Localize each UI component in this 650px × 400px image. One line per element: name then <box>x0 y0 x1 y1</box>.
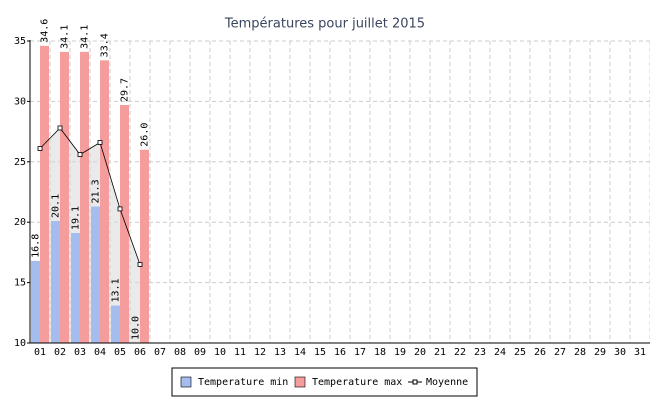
legend-label: Moyenne <box>426 377 468 388</box>
data-label: 29.7 <box>120 78 131 102</box>
bar <box>51 220 60 343</box>
data-label: 33.4 <box>100 33 111 57</box>
data-label: 34.6 <box>40 19 51 43</box>
data-label: 13.1 <box>111 278 122 302</box>
x-tick-label: 05 <box>114 347 126 358</box>
x-tick-label: 13 <box>274 347 286 358</box>
x-tick-label: 10 <box>214 347 226 358</box>
x-tick-label: 31 <box>634 347 646 358</box>
legend-label: Temperature max <box>312 377 402 388</box>
line-marker <box>117 206 123 212</box>
x-tick-label: 14 <box>294 347 306 358</box>
x-tick-label: 30 <box>614 347 626 358</box>
bar <box>71 233 80 343</box>
y-tick-label: 15 <box>14 278 26 289</box>
line-marker <box>77 152 83 157</box>
line-marker <box>37 146 43 151</box>
x-tick-label: 28 <box>574 347 586 358</box>
x-tick-label: 22 <box>454 347 466 358</box>
x-tick-label: 26 <box>534 347 546 358</box>
legend-marker <box>412 379 418 385</box>
y-tick-label: 20 <box>14 217 26 228</box>
x-tick-label: 03 <box>74 347 86 358</box>
x-tick-label: 21 <box>434 347 446 358</box>
line-marker <box>97 140 103 145</box>
bar <box>31 260 40 343</box>
x-tick-label: 27 <box>554 347 566 358</box>
x-tick-label: 08 <box>174 347 186 358</box>
data-label: 20.1 <box>51 194 62 218</box>
bar <box>120 105 129 343</box>
y-tick-label: 35 <box>14 36 26 47</box>
legend: Temperature min Temperature max Moyenne <box>171 367 478 397</box>
x-tick-label: 06 <box>134 347 146 358</box>
x-tick-label: 16 <box>334 347 346 358</box>
x-tick-label: 29 <box>594 347 606 358</box>
x-tick-label: 04 <box>94 347 106 358</box>
x-tick-label: 17 <box>354 347 366 358</box>
bar <box>60 51 69 343</box>
x-tick-label: 19 <box>394 347 406 358</box>
bar <box>91 206 100 343</box>
data-label: 26.0 <box>140 123 151 147</box>
bar <box>40 45 49 343</box>
line-marker <box>57 125 63 131</box>
data-label: 21.3 <box>91 179 102 203</box>
legend-box <box>171 367 478 397</box>
chart-title: Températures pour juillet 2015 <box>224 17 425 32</box>
x-tick-label: 11 <box>234 347 246 358</box>
data-label: 16.8 <box>31 234 42 258</box>
bar <box>100 60 109 343</box>
bar <box>80 51 89 343</box>
y-tick-label: 25 <box>14 157 26 168</box>
x-tick-label: 07 <box>154 347 166 358</box>
line <box>39 127 141 265</box>
x-tick-label: 12 <box>254 347 266 358</box>
x-tick-label: 24 <box>494 347 506 358</box>
x-tick-label: 25 <box>514 347 526 358</box>
data-label: 34.1 <box>60 25 71 49</box>
x-tick-label: 02 <box>54 347 66 358</box>
data-label: 19.1 <box>71 206 82 230</box>
bar <box>140 149 149 343</box>
x-tick-label: 18 <box>374 347 386 358</box>
y-tick-label: 30 <box>14 96 26 107</box>
line-marker <box>137 262 143 267</box>
x-tick-label: 01 <box>34 347 46 358</box>
x-tick-label: 23 <box>474 347 486 358</box>
data-label: 10.0 <box>131 316 142 340</box>
x-tick-label: 15 <box>314 347 326 358</box>
legend-swatch <box>180 376 192 388</box>
data-label: 34.1 <box>80 25 91 49</box>
bar <box>111 305 120 343</box>
x-tick-label: 09 <box>194 347 206 358</box>
legend-label: Temperature min <box>198 377 288 388</box>
x-tick-label: 20 <box>414 347 426 358</box>
y-tick-label: 10 <box>14 338 26 349</box>
legend-swatch <box>294 376 306 388</box>
